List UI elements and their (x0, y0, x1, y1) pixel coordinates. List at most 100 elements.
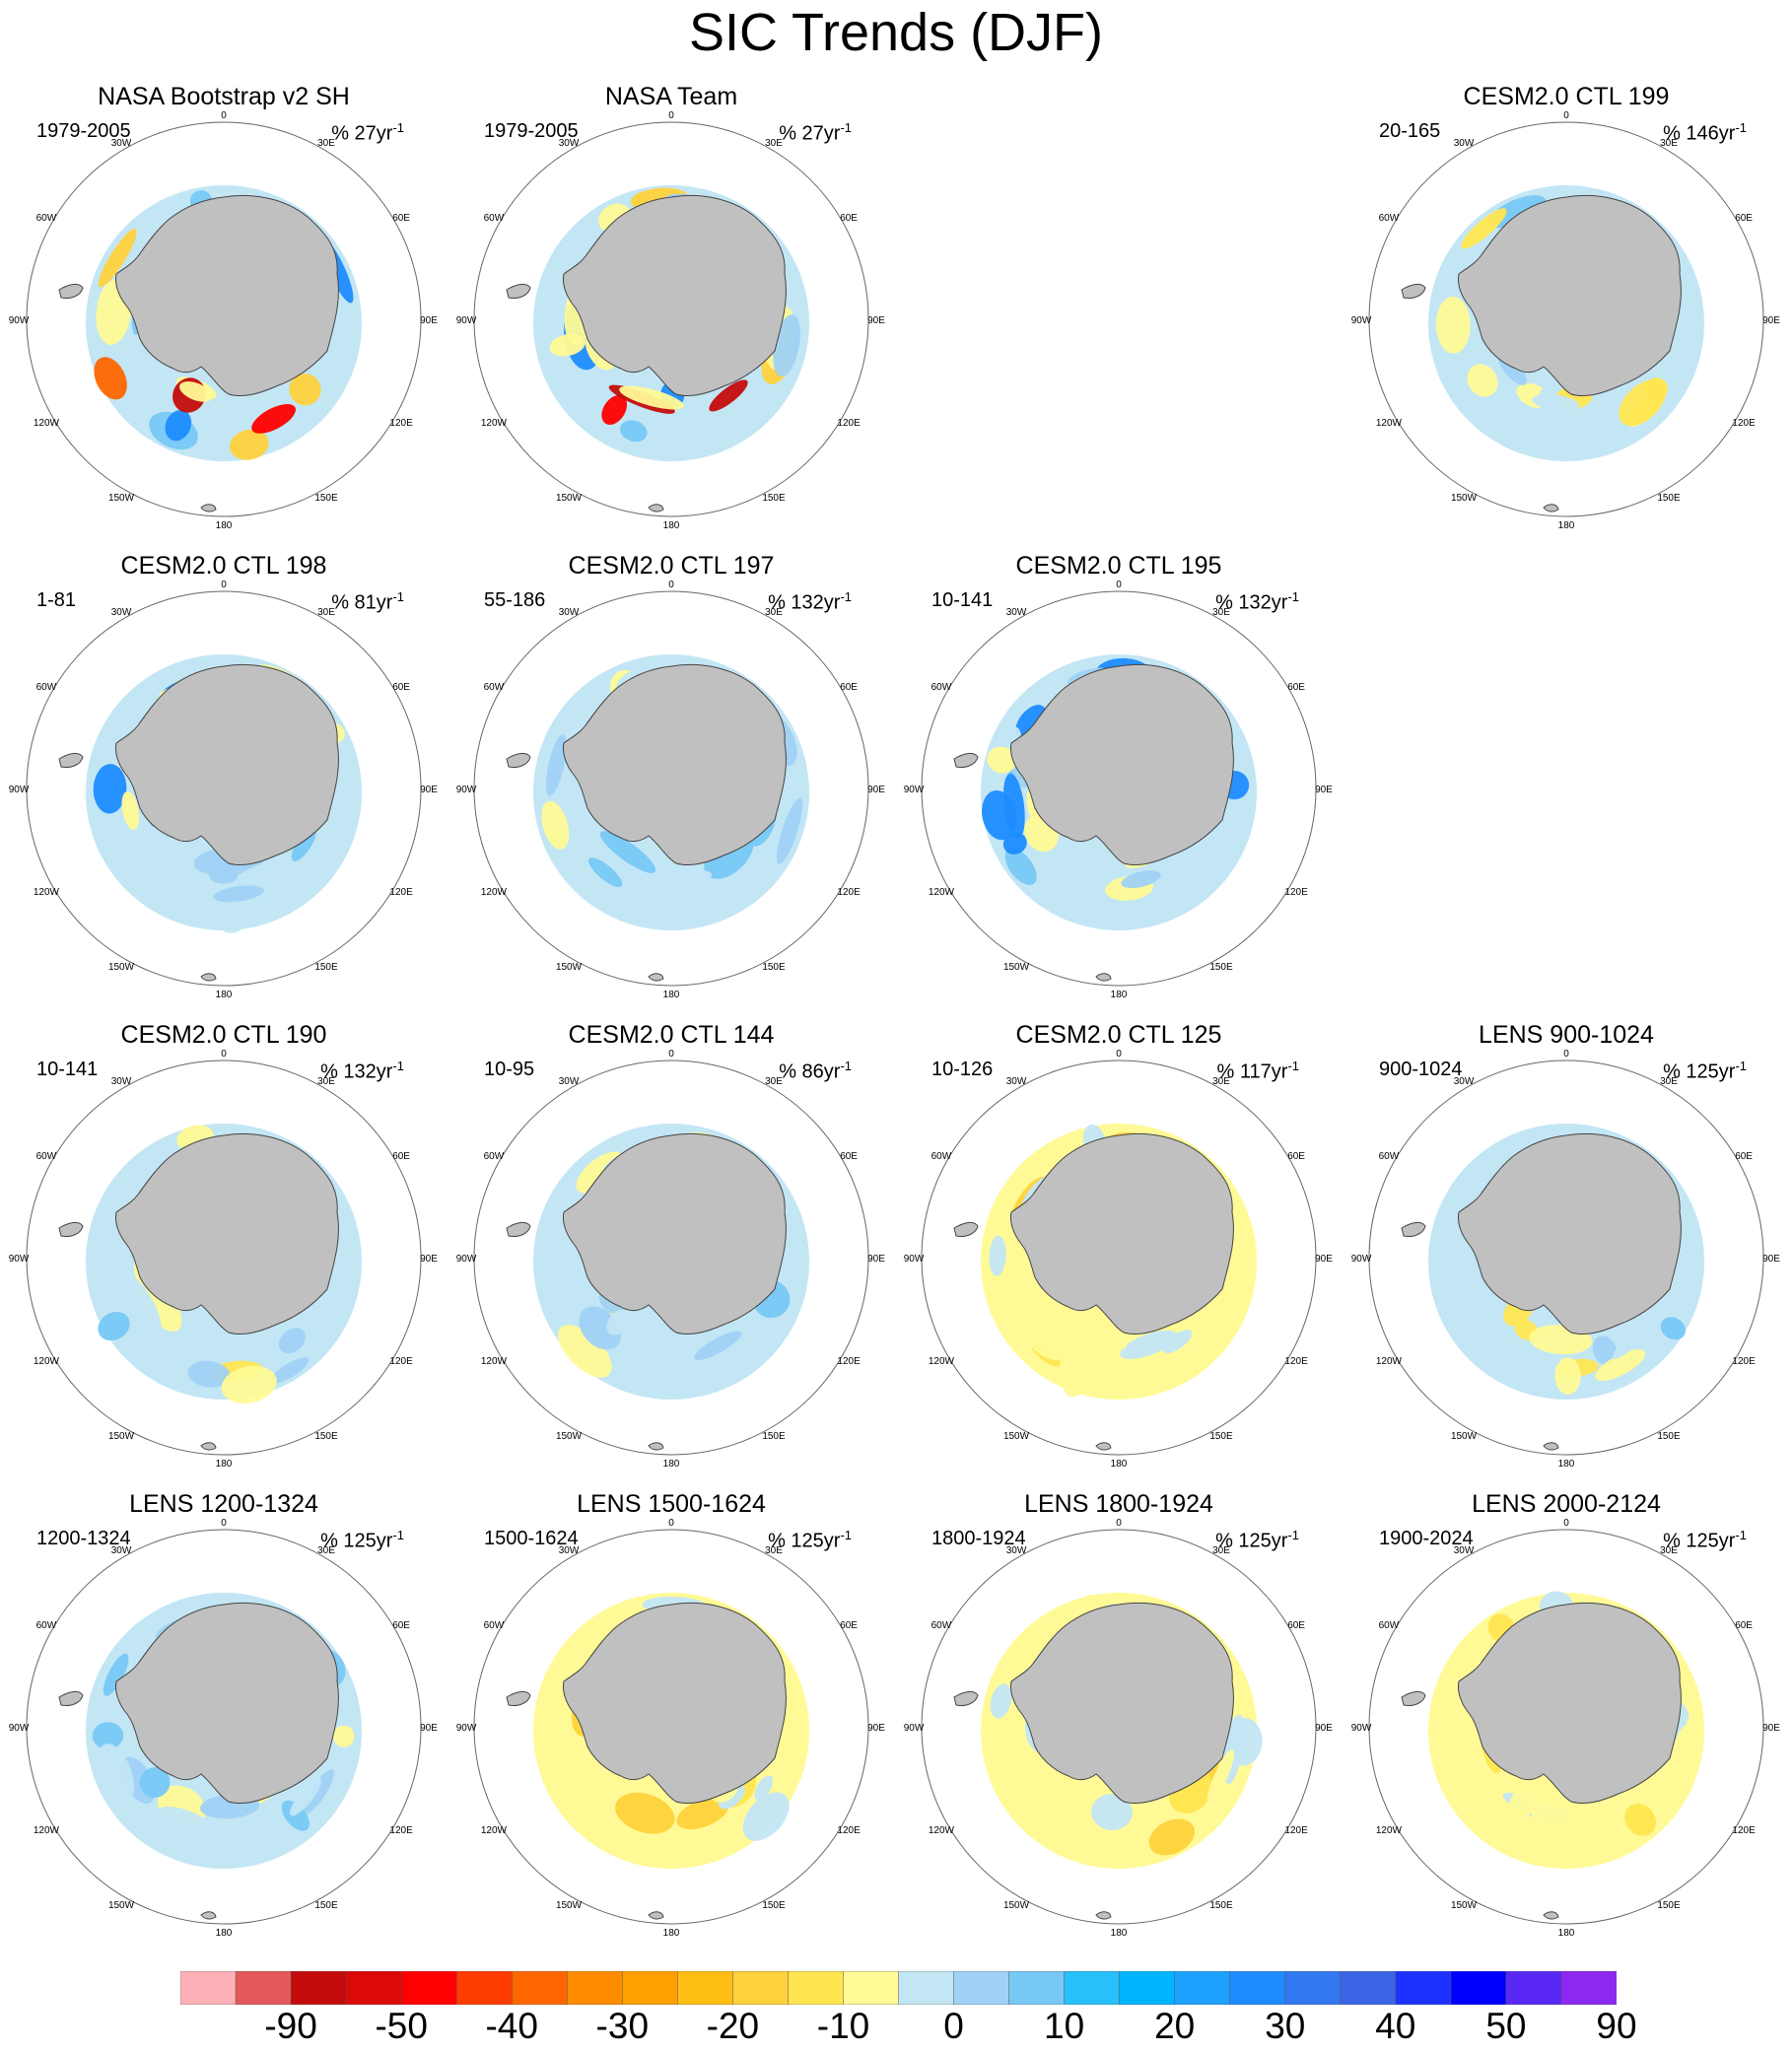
longitude-label-60e: 60E (840, 213, 858, 224)
map-panel: 0 30E 60E 90E 120E 150E 180 150W 120W 90W 60W 30W LE… (448, 1490, 895, 1953)
panel-year-range: 1979-2005 (484, 120, 579, 142)
colorbar-tick-label: -90 (264, 2006, 317, 2046)
trend-patch (754, 1775, 774, 1801)
longitude-label-90w: 90W (9, 785, 30, 795)
trend-patch (1206, 1748, 1235, 1805)
new-zealand-10 (200, 1911, 217, 1920)
colorbar-swatch (1450, 1971, 1507, 2005)
trend-patch (1557, 1824, 1588, 1840)
south-america-tip-13 (1401, 1690, 1426, 1706)
trend-patch (121, 791, 140, 830)
map-panel: 0 30E 60E 90E 120E 150E 180 150W 120W 90W 60W 30W LE… (895, 1490, 1343, 1953)
colorbar-tick-label: -10 (816, 2006, 870, 2046)
trend-patch (776, 797, 803, 864)
map-panel: 0 30E 60E 90E 120E 150E 180 150W 120W 90W 60W 30W CE… (0, 1021, 448, 1484)
trend-patch (93, 764, 127, 814)
panel-title: CESM2.0 CTL 195 (1015, 552, 1222, 580)
trend-patch (1644, 377, 1668, 402)
longitude-label-150e: 150E (314, 1431, 338, 1442)
trend-patch (987, 746, 1017, 774)
south-america-tip-11 (506, 1690, 531, 1706)
panel-trend-units: % 81yr-1 (331, 589, 404, 614)
map-panel: 0 30E 60E 90E 120E 150E 180 150W 120W 90W 60W 30W CE… (0, 552, 448, 1015)
longitude-label-0: 0 (1116, 580, 1122, 590)
polar-stereographic-map: 0 30E 60E 90E 120E 150E 180 150W 120W 90W 60W 30W (9, 1049, 439, 1470)
panel-year-range: 10-95 (484, 1059, 535, 1080)
longitude-label-30w: 30W (111, 1076, 132, 1087)
longitude-label-150w: 150W (1003, 1900, 1030, 1911)
new-zealand-4 (648, 973, 664, 982)
longitude-label-30e: 30E (1660, 1076, 1678, 1087)
longitude-label-60e: 60E (1287, 1151, 1305, 1162)
trend-patch (709, 379, 748, 412)
antarctica-landmass-0 (115, 194, 339, 397)
trend-patch (1510, 1831, 1553, 1856)
longitude-label-120w: 120W (34, 1356, 60, 1367)
colorbar-swatch (1284, 1971, 1342, 2005)
panel-title: LENS 1200-1324 (129, 1490, 318, 1518)
longitude-label-30e: 30E (317, 1545, 335, 1556)
longitude-label-30w: 30W (559, 607, 580, 618)
longitude-label-30w: 30W (1454, 138, 1475, 149)
longitude-label-60w: 60W (484, 1151, 505, 1162)
colorbar-tick-label: 50 (1485, 2006, 1527, 2046)
colorbar-swatch (843, 1971, 900, 2005)
antarctica-landmass-10 (115, 1602, 339, 1805)
trend-patch (1081, 1332, 1128, 1351)
trend-patch (209, 867, 238, 884)
longitude-label-150e: 150E (762, 1900, 786, 1911)
polar-stereographic-map: 0 30E 60E 90E 120E 150E 180 150W 120W 90W 60W 30W (456, 580, 886, 1000)
longitude-label-150w: 150W (1451, 1431, 1478, 1442)
longitude-label-150e: 150E (762, 493, 786, 504)
trend-patch (1443, 1752, 1484, 1814)
longitude-label-120w: 120W (1376, 418, 1403, 429)
polar-stereographic-map: 0 30E 60E 90E 120E 150E 180 150W 120W 90W 60W 30W (456, 110, 886, 531)
colorbar-swatch (1174, 1971, 1231, 2005)
longitude-label-90w: 90W (1351, 1254, 1372, 1265)
map-panel: 0 30E 60E 90E 120E 150E 180 150W 120W 90W 60W 30W CE… (895, 552, 1343, 1015)
longitude-label-90w: 90W (456, 785, 477, 795)
south-america-tip-0 (58, 283, 84, 299)
longitude-label-30w: 30W (1006, 1076, 1027, 1087)
panel-year-range: 10-141 (931, 589, 994, 611)
south-america-tip-3 (58, 752, 84, 768)
trend-patch (139, 1767, 171, 1798)
panel-year-range: 900-1024 (1379, 1059, 1463, 1080)
longitude-label-150w: 150W (1003, 1431, 1030, 1442)
panel-title: CESM2.0 CTL 190 (120, 1021, 327, 1049)
colorbar-tick-label: -50 (375, 2006, 428, 2046)
longitude-label-120e: 120E (1284, 1825, 1308, 1836)
panel-trend-units: % 132yr-1 (1215, 589, 1299, 614)
longitude-label-30w: 30W (111, 607, 132, 618)
trend-patch (1489, 195, 1547, 229)
longitude-label-90e: 90E (1762, 315, 1780, 326)
antarctica-landmass-9 (1458, 1132, 1682, 1335)
colorbar-swatch (677, 1971, 734, 2005)
longitude-label-30w: 30W (111, 138, 132, 149)
longitude-label-60e: 60E (840, 1620, 858, 1631)
longitude-label-90w: 90W (456, 315, 477, 326)
colorbar-tick-label: -20 (706, 2006, 760, 2046)
south-america-tip-5 (953, 752, 979, 768)
longitude-label-30e: 30E (1660, 1545, 1678, 1556)
panel-trend-units: % 132yr-1 (320, 1059, 404, 1083)
longitude-label-90e: 90E (420, 785, 438, 795)
map-panel: 0 30E 60E 90E 120E 150E 180 150W 120W 90W 60W 30W CE… (895, 1021, 1343, 1484)
longitude-label-60e: 60E (1735, 213, 1753, 224)
new-zealand-6 (200, 1442, 217, 1451)
longitude-label-60w: 60W (484, 682, 505, 693)
longitude-label-150w: 150W (1003, 962, 1030, 973)
south-america-tip-4 (506, 752, 531, 768)
longitude-label-150e: 150E (314, 1900, 338, 1911)
south-america-tip-8 (953, 1221, 979, 1237)
trend-patch (1554, 1357, 1581, 1395)
trend-patch (227, 855, 292, 887)
panel-trend-units: % 86yr-1 (779, 1059, 852, 1083)
colorbar-swatch (1229, 1971, 1286, 2005)
trend-patch (1065, 1827, 1086, 1847)
new-zealand-9 (1543, 1442, 1559, 1451)
trend-patch (676, 1797, 729, 1830)
longitude-label-60e: 60E (392, 682, 410, 693)
new-zealand-2 (1543, 504, 1559, 513)
longitude-label-90e: 90E (1762, 1254, 1780, 1265)
